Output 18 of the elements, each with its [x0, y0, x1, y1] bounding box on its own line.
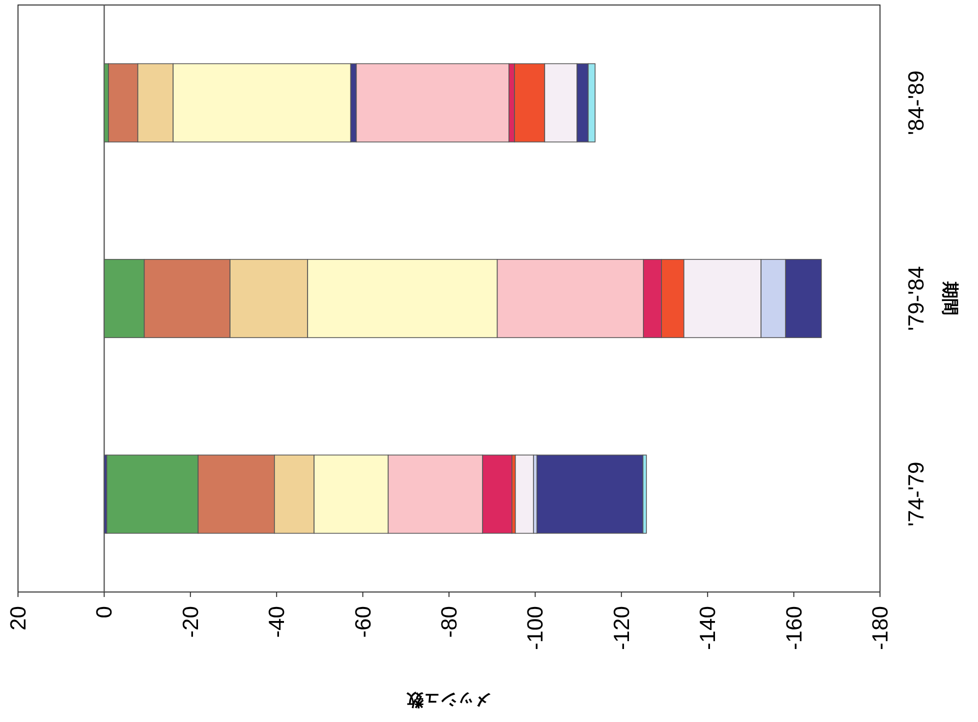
x-tick-label: -140: [695, 606, 720, 650]
x-axis-title: メッシュ数: [406, 690, 492, 710]
x-tick-label: -20: [178, 606, 203, 638]
x-tick-label: -40: [264, 606, 290, 638]
y-tick-label: '84-'89: [904, 70, 928, 136]
x-tick-label: -60: [350, 606, 376, 638]
x-tick-label: -120: [608, 606, 634, 650]
x-tick-label: -80: [436, 606, 462, 638]
bar: [514, 454, 534, 534]
x-tick-label: -180: [868, 606, 892, 650]
y-axis-title: 期間: [940, 280, 960, 316]
bar: [536, 454, 644, 534]
x-tick-label: 20: [6, 606, 30, 630]
x-tick-label: -160: [781, 606, 806, 650]
y-tick-label: '79-'84: [904, 266, 928, 331]
x-tick-label: 0: [92, 606, 117, 618]
y-tick-label: '74-'79: [904, 462, 928, 527]
x-tick-label: -100: [522, 606, 548, 650]
